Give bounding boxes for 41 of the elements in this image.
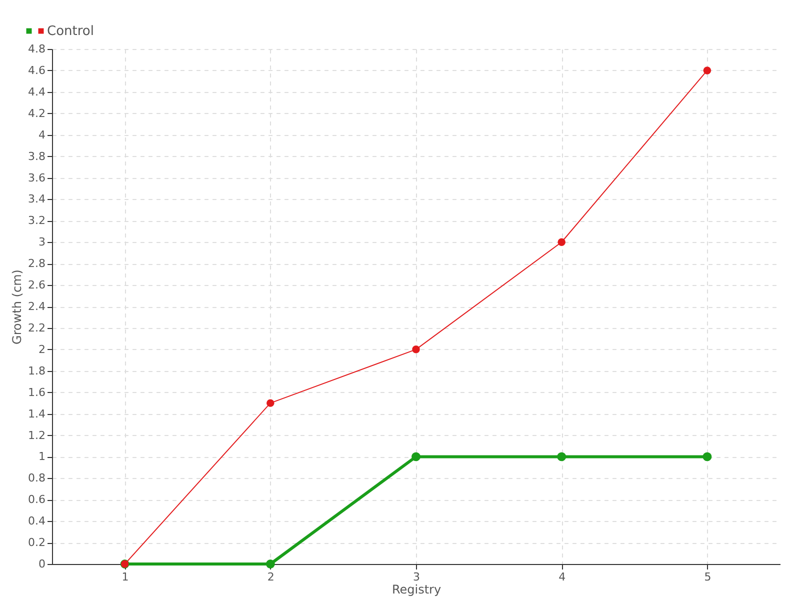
y-tick-label: 0.6 xyxy=(28,493,46,506)
point xyxy=(702,452,712,462)
x-tick-label: 3 xyxy=(413,570,420,584)
x-axis-title: Registry xyxy=(392,582,442,596)
y-tick-label: 0 xyxy=(38,558,46,570)
y-tick-label: 1.2 xyxy=(28,428,46,442)
y-tick-label: 4.2 xyxy=(28,106,46,120)
y-tick-label: 4.6 xyxy=(28,64,46,77)
y-tick-label: 3.4 xyxy=(28,192,46,206)
y-tick-label: 2.2 xyxy=(28,321,46,334)
y-tick-label: 2.4 xyxy=(28,300,46,313)
y-tick-label: 1.6 xyxy=(28,386,46,399)
y-tick-label: 0.8 xyxy=(28,472,46,485)
point xyxy=(558,238,566,246)
point xyxy=(412,346,420,354)
point xyxy=(266,560,275,568)
y-tick-label: 2 xyxy=(38,342,46,356)
x-tick-label: 5 xyxy=(704,570,712,584)
y-tick-label: 1.4 xyxy=(28,407,46,420)
y-tick-label: 0.2 xyxy=(28,536,46,550)
y-tick-label: 3.6 xyxy=(28,171,46,184)
point xyxy=(557,452,566,462)
point xyxy=(266,399,274,407)
y-tick-label: 4 xyxy=(38,128,46,142)
legend-label: Control xyxy=(47,24,94,39)
y-tick-label: 4.8 xyxy=(28,42,46,56)
y-tick-label: 3.2 xyxy=(28,214,46,228)
y-tick-label: 1.8 xyxy=(28,364,46,378)
y-axis-title: Growth (cm) xyxy=(10,270,24,344)
x-tick-label: 4 xyxy=(558,570,566,584)
x-tick-label: 2 xyxy=(267,570,274,584)
y-tick-label: 1 xyxy=(38,450,46,464)
y-tick-label: 2.8 xyxy=(28,257,46,270)
y-tick-label: 3.8 xyxy=(28,150,46,163)
x-tick-label: 1 xyxy=(122,570,129,584)
point xyxy=(412,452,420,462)
y-tick-label: 4.4 xyxy=(28,85,46,98)
point xyxy=(703,66,712,74)
y-tick-label: 3 xyxy=(38,236,46,249)
y-tick-label: 0.4 xyxy=(28,514,46,528)
y-tick-label: 2.6 xyxy=(28,278,46,292)
